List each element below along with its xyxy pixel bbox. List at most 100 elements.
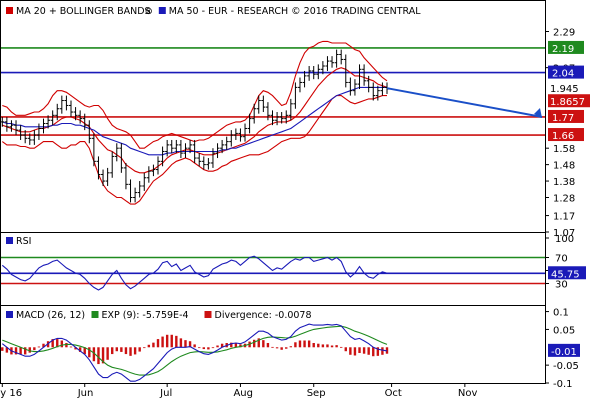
divergence-bar (335, 345, 338, 348)
price-badge-0 (547, 80, 590, 95)
price-tick-label-8: 1.48 (553, 161, 575, 172)
price-badge-label-0: 1.945 (550, 84, 579, 95)
divergence-bar (65, 343, 68, 348)
divergence-bar (202, 347, 206, 350)
legend-label-1: MA 50 - EUR - RESEARCH © 2016 TRADING CE… (169, 6, 421, 17)
x-tick-label-4: Sep (307, 388, 326, 399)
divergence-bar (198, 347, 201, 349)
divergence-bar (339, 346, 343, 348)
resistance-badge-label-0: 2.19 (552, 44, 574, 55)
macd-panel-frame (0, 305, 546, 384)
divergence-bar (353, 347, 357, 356)
divergence-bar (211, 347, 215, 349)
divergence-bar (257, 338, 260, 348)
divergence-bar (330, 345, 334, 348)
macd-tick-label-0: 0.1 (553, 308, 569, 319)
macd-legend-swatch-2 (204, 311, 212, 318)
macd-legend-swatch-0 (6, 311, 13, 318)
price-tick-label-9: 1.38 (553, 177, 575, 188)
divergence-bar (188, 341, 192, 348)
x-tick-label-2: Jul (159, 388, 172, 399)
support-badge-1 (548, 128, 584, 142)
macd-legend-swatch-1 (91, 311, 99, 318)
rsi-tick-label-1: 70 (555, 254, 568, 265)
support-badge-0 (548, 109, 584, 123)
macd-legend-label-0: MACD (26, 12) (16, 310, 85, 321)
divergence-bar (303, 340, 306, 348)
macd-value-badge-label: -0.01 (551, 347, 577, 358)
price-tick-label-11: 1.17 (553, 212, 575, 223)
divergence-bar (124, 347, 128, 355)
divergence-bar (321, 344, 325, 348)
x-tick-label-6: Nov (458, 388, 478, 399)
divergence-bar (133, 347, 137, 355)
rsi-panel-frame (0, 232, 546, 306)
resistance-badge-label-1: 2.04 (552, 69, 574, 80)
divergence-bar (326, 344, 329, 348)
divergence-bar (376, 347, 380, 356)
divergence-bar (1, 347, 4, 351)
bollinger-upper-line (2, 40, 388, 149)
macd-value-badge (548, 343, 580, 357)
divergence-bar (367, 347, 370, 355)
divergence-bar (220, 343, 224, 348)
divergence-bar (97, 347, 100, 365)
divergence-bar (74, 347, 77, 350)
divergence-bar (280, 347, 283, 350)
divergence-bar (381, 347, 384, 355)
x-tick-label-1: Jun (77, 388, 94, 399)
divergence-bar (83, 347, 86, 355)
divergence-bar (372, 347, 375, 357)
x-tick-label-0: y 16 (0, 388, 22, 399)
rsi-tick-label-3: 30 (555, 280, 568, 291)
rsi-legend-swatch (6, 237, 13, 244)
divergence-bar (23, 347, 27, 355)
bollinger-lower-line (1, 95, 387, 205)
legend-label-0: MA 20 + BOLLINGER BANDS (16, 6, 151, 17)
divergence-bar (88, 347, 91, 358)
divergence-bar (216, 345, 219, 348)
divergence-bar (307, 340, 311, 348)
divergence-bar (78, 347, 82, 352)
divergence-bar (165, 334, 169, 348)
divergence-bar (161, 336, 164, 348)
divergence-bar (344, 347, 347, 352)
price-tick-label-7: 1.58 (553, 144, 575, 155)
divergence-bar (275, 347, 279, 349)
divergence-bar (230, 342, 233, 348)
divergence-bar (19, 347, 22, 355)
divergence-bar (349, 347, 352, 355)
divergence-bar (184, 340, 187, 348)
divergence-bar (179, 338, 183, 348)
divergence-bar (294, 342, 297, 348)
rsi-value-badge (548, 266, 586, 280)
divergence-bar (147, 344, 151, 348)
divergence-bar (42, 343, 45, 348)
divergence-bar (37, 346, 41, 348)
divergence-bar (266, 343, 270, 348)
divergence-bar (69, 346, 73, 348)
macd-legend-label-1: EXP (9): -5.759E-4 (102, 310, 189, 321)
divergence-bar (115, 347, 118, 352)
divergence-bar (298, 340, 302, 348)
divergence-bar (92, 347, 96, 362)
forecast-arrow-head (534, 107, 542, 118)
divergence-bar (207, 347, 210, 350)
legend-swatch-0 (6, 7, 13, 14)
divergence-bar (262, 340, 265, 348)
price-tick-label-10: 1.28 (553, 193, 575, 204)
support-badge-label-1: 1.66 (552, 131, 574, 142)
divergence-bar (5, 347, 9, 353)
divergence-bar (101, 347, 105, 364)
x-tick-label-5: Oct (385, 388, 402, 399)
rsi-title: RSI (16, 236, 31, 247)
divergence-bar (111, 347, 114, 355)
divergence-bar (106, 347, 109, 360)
divergence-bar (28, 347, 31, 353)
divergence-bar (362, 347, 366, 354)
resistance-badge-1 (548, 65, 584, 79)
divergence-bar (175, 335, 178, 348)
divergence-bar (289, 346, 293, 348)
forecast-arrow-line (386, 87, 543, 118)
